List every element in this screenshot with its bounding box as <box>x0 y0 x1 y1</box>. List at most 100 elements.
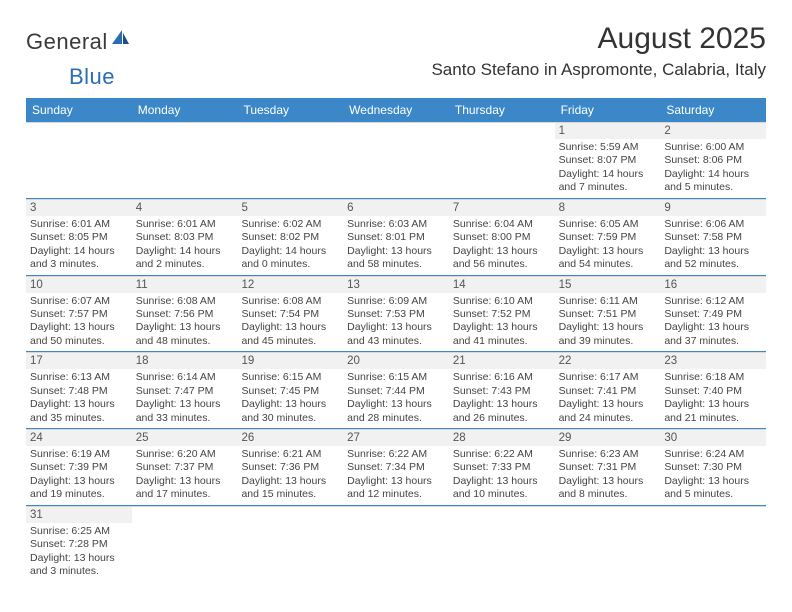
day-number: 17 <box>26 353 132 369</box>
day-cell <box>449 523 555 582</box>
day-number: 2 <box>660 123 766 139</box>
day-number <box>343 507 449 523</box>
day-number: 30 <box>660 430 766 446</box>
day-number: 26 <box>237 430 343 446</box>
day-number: 6 <box>343 200 449 216</box>
daynum-row: 12 <box>26 122 766 139</box>
daylight-text: Daylight: 13 hours and 39 minutes. <box>559 321 657 348</box>
sunset-text: Sunset: 7:53 PM <box>347 308 445 321</box>
daylight-text: Daylight: 13 hours and 35 minutes. <box>30 398 128 425</box>
day-header-cell: Thursday <box>449 98 555 122</box>
daylight-text: Daylight: 13 hours and 8 minutes. <box>559 475 657 502</box>
day-header-row: SundayMondayTuesdayWednesdayThursdayFrid… <box>26 98 766 122</box>
day-number <box>132 123 238 139</box>
daylight-text: Daylight: 14 hours and 5 minutes. <box>664 168 762 195</box>
daynum-row: 24252627282930 <box>26 429 766 446</box>
sunrise-text: Sunrise: 6:08 AM <box>241 295 339 308</box>
day-header-cell: Tuesday <box>237 98 343 122</box>
sunset-text: Sunset: 7:39 PM <box>30 461 128 474</box>
day-number: 9 <box>660 200 766 216</box>
day-number: 27 <box>343 430 449 446</box>
sunset-text: Sunset: 8:05 PM <box>30 231 128 244</box>
day-cell <box>660 523 766 582</box>
daylight-text: Daylight: 13 hours and 45 minutes. <box>241 321 339 348</box>
daylight-text: Daylight: 13 hours and 50 minutes. <box>30 321 128 348</box>
day-cell: Sunrise: 6:08 AMSunset: 7:56 PMDaylight:… <box>132 293 238 352</box>
sunset-text: Sunset: 7:40 PM <box>664 385 762 398</box>
day-cell: Sunrise: 6:19 AMSunset: 7:39 PMDaylight:… <box>26 446 132 505</box>
day-cell: Sunrise: 6:16 AMSunset: 7:43 PMDaylight:… <box>449 369 555 428</box>
sunrise-text: Sunrise: 6:12 AM <box>664 295 762 308</box>
sunrise-text: Sunrise: 6:08 AM <box>136 295 234 308</box>
day-cell: Sunrise: 6:07 AMSunset: 7:57 PMDaylight:… <box>26 293 132 352</box>
day-number: 5 <box>237 200 343 216</box>
sunset-text: Sunset: 7:41 PM <box>559 385 657 398</box>
day-header-cell: Sunday <box>26 98 132 122</box>
sunset-text: Sunset: 7:54 PM <box>241 308 339 321</box>
sunrise-text: Sunrise: 6:20 AM <box>136 448 234 461</box>
sunrise-text: Sunrise: 6:25 AM <box>30 525 128 538</box>
daylight-text: Daylight: 13 hours and 24 minutes. <box>559 398 657 425</box>
sunrise-text: Sunrise: 6:14 AM <box>136 371 234 384</box>
sunrise-text: Sunrise: 6:10 AM <box>453 295 551 308</box>
day-cell: Sunrise: 5:59 AMSunset: 8:07 PMDaylight:… <box>555 139 661 198</box>
day-number <box>660 507 766 523</box>
sunset-text: Sunset: 7:45 PM <box>241 385 339 398</box>
day-number: 18 <box>132 353 238 369</box>
sunrise-text: Sunrise: 6:06 AM <box>664 218 762 231</box>
day-number: 11 <box>132 277 238 293</box>
day-number: 12 <box>237 277 343 293</box>
logo-text-general: General <box>26 29 108 55</box>
sunset-text: Sunset: 7:51 PM <box>559 308 657 321</box>
sunrise-text: Sunrise: 6:24 AM <box>664 448 762 461</box>
location: Santo Stefano in Aspromonte, Calabria, I… <box>431 60 766 80</box>
day-cell: Sunrise: 6:17 AMSunset: 7:41 PMDaylight:… <box>555 369 661 428</box>
day-cell: Sunrise: 6:08 AMSunset: 7:54 PMDaylight:… <box>237 293 343 352</box>
sunset-text: Sunset: 7:48 PM <box>30 385 128 398</box>
day-cell: Sunrise: 6:05 AMSunset: 7:59 PMDaylight:… <box>555 216 661 275</box>
sunset-text: Sunset: 8:00 PM <box>453 231 551 244</box>
sunset-text: Sunset: 7:58 PM <box>664 231 762 244</box>
daylight-text: Daylight: 13 hours and 5 minutes. <box>664 475 762 502</box>
sunrise-text: Sunrise: 6:18 AM <box>664 371 762 384</box>
sunset-text: Sunset: 7:33 PM <box>453 461 551 474</box>
day-cell: Sunrise: 6:13 AMSunset: 7:48 PMDaylight:… <box>26 369 132 428</box>
day-cell <box>132 139 238 198</box>
sunset-text: Sunset: 7:31 PM <box>559 461 657 474</box>
day-header-cell: Wednesday <box>343 98 449 122</box>
day-cell: Sunrise: 6:23 AMSunset: 7:31 PMDaylight:… <box>555 446 661 505</box>
daylight-text: Daylight: 13 hours and 21 minutes. <box>664 398 762 425</box>
week-row: Sunrise: 6:25 AMSunset: 7:28 PMDaylight:… <box>26 523 766 582</box>
daylight-text: Daylight: 13 hours and 56 minutes. <box>453 245 551 272</box>
day-cell <box>343 139 449 198</box>
title-block: August 2025 Santo Stefano in Aspromonte,… <box>431 22 766 80</box>
daynum-row: 17181920212223 <box>26 352 766 369</box>
day-cell: Sunrise: 6:22 AMSunset: 7:34 PMDaylight:… <box>343 446 449 505</box>
sunrise-text: Sunrise: 6:09 AM <box>347 295 445 308</box>
day-cell: Sunrise: 6:15 AMSunset: 7:44 PMDaylight:… <box>343 369 449 428</box>
day-number <box>237 507 343 523</box>
day-number <box>449 123 555 139</box>
sunset-text: Sunset: 7:36 PM <box>241 461 339 474</box>
calendar: SundayMondayTuesdayWednesdayThursdayFrid… <box>26 98 766 582</box>
daynum-row: 31 <box>26 506 766 523</box>
day-cell <box>343 523 449 582</box>
day-number: 25 <box>132 430 238 446</box>
day-cell: Sunrise: 6:00 AMSunset: 8:06 PMDaylight:… <box>660 139 766 198</box>
daylight-text: Daylight: 13 hours and 12 minutes. <box>347 475 445 502</box>
day-cell: Sunrise: 6:06 AMSunset: 7:58 PMDaylight:… <box>660 216 766 275</box>
day-cell: Sunrise: 6:25 AMSunset: 7:28 PMDaylight:… <box>26 523 132 582</box>
daylight-text: Daylight: 14 hours and 3 minutes. <box>30 245 128 272</box>
sunset-text: Sunset: 8:07 PM <box>559 154 657 167</box>
day-cell: Sunrise: 6:09 AMSunset: 7:53 PMDaylight:… <box>343 293 449 352</box>
week-row: Sunrise: 6:07 AMSunset: 7:57 PMDaylight:… <box>26 293 766 353</box>
sunset-text: Sunset: 8:02 PM <box>241 231 339 244</box>
day-number: 4 <box>132 200 238 216</box>
day-cell: Sunrise: 6:18 AMSunset: 7:40 PMDaylight:… <box>660 369 766 428</box>
day-cell: Sunrise: 6:03 AMSunset: 8:01 PMDaylight:… <box>343 216 449 275</box>
month-title: August 2025 <box>431 22 766 56</box>
day-number: 7 <box>449 200 555 216</box>
day-number <box>237 123 343 139</box>
daylight-text: Daylight: 13 hours and 15 minutes. <box>241 475 339 502</box>
day-cell <box>132 523 238 582</box>
